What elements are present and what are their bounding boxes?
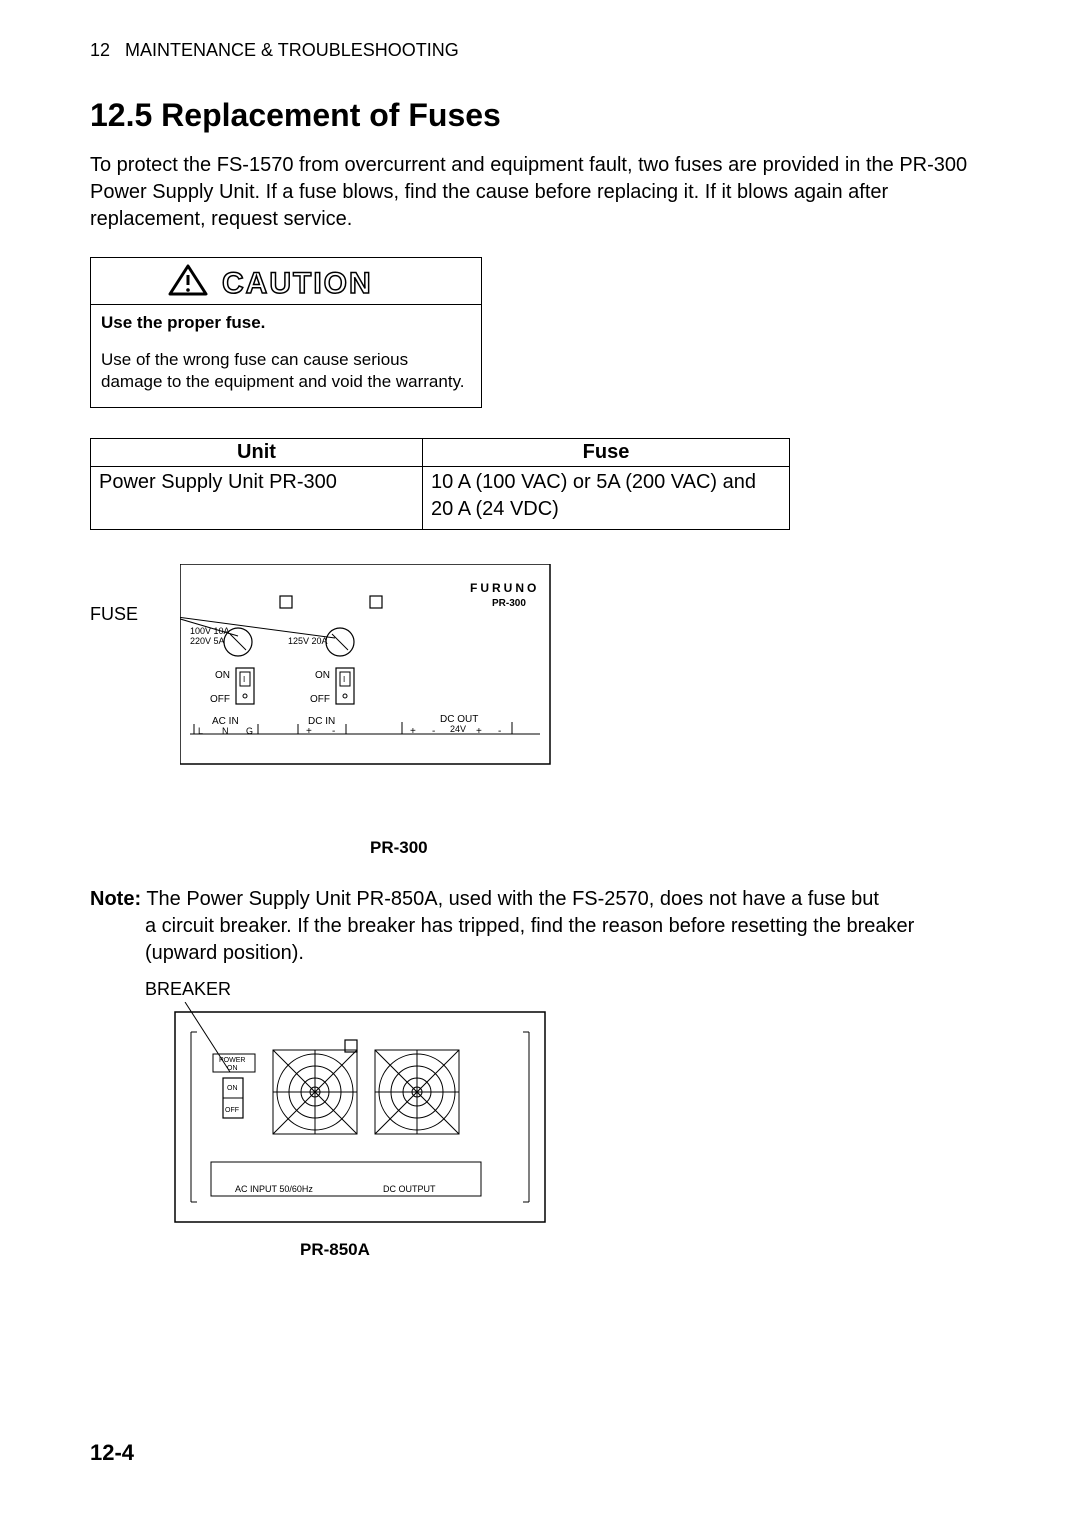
- note-paragraph: Note: The Power Supply Unit PR-850A, use…: [90, 886, 990, 967]
- ac-n: N: [222, 726, 229, 736]
- caution-icon: CAUTION: [156, 264, 416, 300]
- pr300-svg: FURUNO PR-300 100V 10A 220V 5A 125V 20A …: [180, 564, 580, 784]
- fuse-table: Unit Fuse Power Supply Unit PR-300 10 A …: [90, 438, 790, 530]
- pr850-diagram: POWER ON ON OFF: [145, 1002, 565, 1232]
- intro-paragraph: To protect the FS-1570 from overcurrent …: [90, 152, 990, 233]
- section-number: 12.5: [90, 97, 152, 133]
- breaker-on: ON: [227, 1085, 238, 1092]
- note-label: Note:: [90, 888, 141, 910]
- ac-g: G: [246, 726, 253, 736]
- off2: OFF: [310, 694, 330, 705]
- fuse2-text: 125V 20A: [288, 636, 328, 646]
- switch-i-2: I: [343, 675, 345, 684]
- dcin-minus: -: [332, 726, 335, 737]
- pr850-caption: PR-850A: [300, 1240, 990, 1260]
- brand-text: FURUNO: [470, 581, 539, 595]
- cell-unit: Power Supply Unit PR-300: [91, 467, 423, 530]
- table-header-row: Unit Fuse: [91, 439, 790, 467]
- power-on-text: ON: [227, 1065, 238, 1072]
- breaker-label: BREAKER: [145, 979, 990, 1000]
- note-line1: The Power Supply Unit PR-850A, used with…: [146, 888, 879, 910]
- breaker-off: OFF: [225, 1107, 239, 1114]
- section-title: 12.5 Replacement of Fuses: [90, 97, 990, 134]
- power-text: POWER: [219, 1057, 245, 1064]
- switch-i-1: I: [243, 675, 245, 684]
- caution-text: Use of the wrong fuse can cause serious …: [101, 349, 471, 393]
- fuse-pointer-label: FUSE: [90, 604, 138, 625]
- ac-l: L: [198, 726, 203, 736]
- caution-header: CAUTION: [91, 258, 481, 305]
- caution-subheading: Use the proper fuse.: [101, 313, 471, 333]
- dcout-plus2: +: [476, 726, 482, 737]
- dcout-minus1: -: [432, 726, 435, 737]
- chapter-number: 12: [90, 40, 110, 60]
- ac-input-text: AC INPUT 50/60Hz: [235, 1184, 313, 1194]
- model-text: PR-300: [492, 598, 526, 609]
- dcin-plus: +: [306, 726, 312, 737]
- col-fuse: Fuse: [423, 439, 790, 467]
- page: 12 MAINTENANCE & TROUBLESHOOTING 12.5 Re…: [0, 0, 1080, 1528]
- col-unit: Unit: [91, 439, 423, 467]
- caution-body: Use the proper fuse. Use of the wrong fu…: [91, 305, 481, 407]
- on1: ON: [215, 670, 230, 681]
- table-row: Power Supply Unit PR-300 10 A (100 VAC) …: [91, 467, 790, 530]
- dcout-minus2: -: [498, 726, 501, 737]
- page-number: 12-4: [90, 1440, 134, 1466]
- off1: OFF: [210, 694, 230, 705]
- section-heading: Replacement of Fuses: [161, 97, 501, 133]
- fuse1-line1: 100V 10A: [190, 626, 230, 636]
- on2: ON: [315, 670, 330, 681]
- dc-output-text: DC OUTPUT: [383, 1184, 436, 1194]
- chapter-title: MAINTENANCE & TROUBLESHOOTING: [125, 40, 459, 60]
- fuse1-line2: 220V 5A: [190, 636, 225, 646]
- pr300-diagram: FUSE FURUNO PR-300 100V 10A 220V 5A 125V…: [120, 564, 680, 824]
- v24: 24V: [450, 724, 466, 734]
- pr300-caption: PR-300: [370, 838, 990, 858]
- caution-box: CAUTION Use the proper fuse. Use of the …: [90, 257, 482, 408]
- cell-fuse: 10 A (100 VAC) or 5A (200 VAC) and 20 A …: [423, 467, 790, 530]
- chapter-header: 12 MAINTENANCE & TROUBLESHOOTING: [90, 40, 990, 61]
- pr850-svg: POWER ON ON OFF: [145, 1002, 565, 1232]
- caution-word: CAUTION: [222, 267, 373, 300]
- dcout-plus1: +: [410, 726, 416, 737]
- note-rest: a circuit breaker. If the breaker has tr…: [90, 913, 990, 967]
